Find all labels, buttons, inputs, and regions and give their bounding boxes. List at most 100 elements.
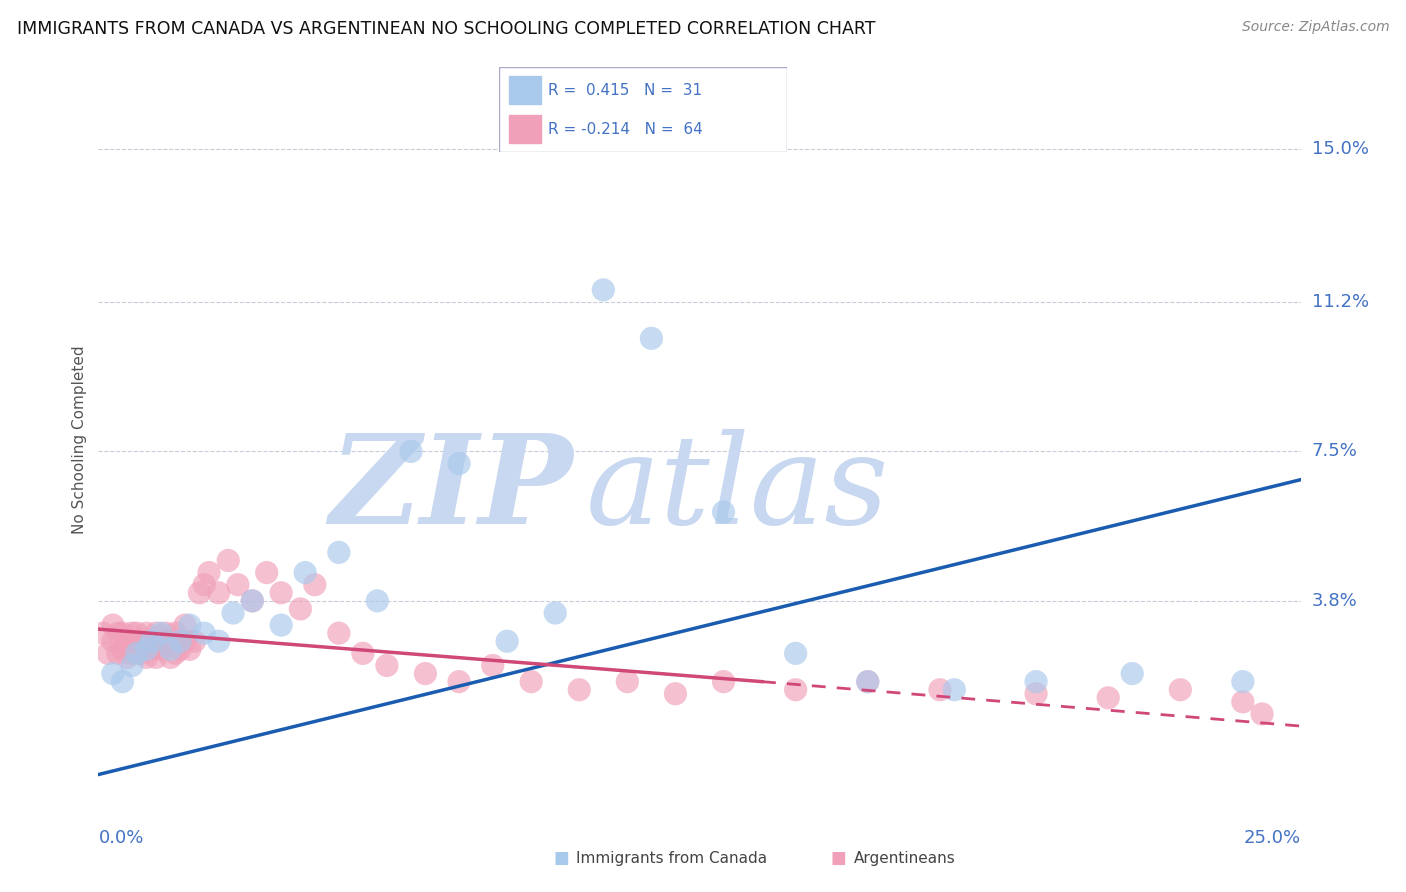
Point (481, 658, 503, 673)
Point (169, 642, 191, 657)
Point (101, 618, 124, 632)
Text: ■: ■ (554, 849, 569, 867)
Point (856, 674, 879, 689)
Point (135, 642, 157, 657)
Point (117, 650, 139, 665)
Point (713, 505, 735, 519)
Point (304, 578, 326, 592)
Point (568, 682, 591, 697)
Point (208, 634, 231, 648)
Point (1232, 695, 1254, 709)
Point (174, 618, 197, 632)
Point (159, 634, 181, 648)
Point (183, 634, 205, 648)
Point (328, 626, 350, 640)
Point (111, 642, 134, 657)
Point (174, 634, 197, 648)
Point (447, 457, 470, 471)
Point (135, 626, 157, 640)
Point (125, 626, 148, 640)
Y-axis label: No Schooling Completed: No Schooling Completed (72, 345, 87, 533)
Point (165, 646, 187, 660)
Point (193, 626, 215, 640)
Point (640, 331, 662, 345)
Point (155, 626, 177, 640)
Text: 7.5%: 7.5% (1312, 442, 1358, 460)
FancyBboxPatch shape (499, 67, 787, 152)
Point (785, 646, 807, 660)
Point (713, 674, 735, 689)
Point (1121, 666, 1143, 681)
Point (856, 674, 879, 689)
Point (107, 626, 129, 640)
Point (145, 650, 167, 665)
Point (226, 578, 249, 592)
Text: Argentineans: Argentineans (853, 851, 955, 865)
Point (328, 545, 350, 559)
Point (141, 642, 163, 657)
Point (352, 646, 374, 660)
Point (1251, 706, 1274, 721)
Text: ■: ■ (831, 849, 846, 867)
Point (1025, 687, 1047, 701)
Point (179, 618, 201, 632)
Point (125, 646, 148, 660)
Point (1170, 682, 1192, 697)
Point (145, 626, 167, 640)
Point (1097, 690, 1119, 705)
Text: 11.2%: 11.2% (1312, 293, 1369, 311)
Point (785, 682, 807, 697)
Point (366, 594, 388, 608)
Point (107, 646, 129, 660)
Text: 15.0%: 15.0% (1312, 139, 1369, 158)
Point (294, 566, 316, 580)
Point (270, 618, 292, 632)
Point (544, 606, 567, 620)
Bar (509, 76, 541, 104)
Bar (509, 115, 541, 143)
Point (217, 553, 239, 567)
Point (101, 666, 124, 681)
Point (256, 566, 278, 580)
Point (496, 634, 519, 648)
Point (149, 634, 172, 648)
Text: atlas: atlas (585, 429, 889, 551)
Text: 3.8%: 3.8% (1312, 592, 1358, 610)
Point (592, 283, 614, 297)
Point (125, 642, 148, 657)
Point (290, 602, 312, 616)
Point (240, 594, 263, 608)
Point (399, 444, 422, 458)
Point (616, 674, 638, 689)
Point (447, 674, 470, 689)
Point (111, 626, 134, 640)
Point (664, 687, 686, 701)
Point (943, 682, 966, 697)
Point (149, 642, 172, 657)
Point (415, 666, 437, 681)
Text: IMMIGRANTS FROM CANADA VS ARGENTINEAN NO SCHOOLING COMPLETED CORRELATION CHART: IMMIGRANTS FROM CANADA VS ARGENTINEAN NO… (17, 20, 876, 37)
Point (111, 674, 134, 689)
Point (193, 578, 215, 592)
Point (135, 650, 157, 665)
Point (141, 634, 163, 648)
Point (117, 634, 139, 648)
Point (169, 634, 191, 648)
Text: R =  0.415   N =  31: R = 0.415 N = 31 (548, 83, 702, 98)
Point (141, 634, 163, 648)
Text: Immigrants from Canada: Immigrants from Canada (576, 851, 768, 865)
Text: 0.0%: 0.0% (98, 829, 143, 847)
Text: R = -0.214   N =  64: R = -0.214 N = 64 (548, 121, 703, 136)
Point (928, 682, 950, 697)
Point (222, 606, 245, 620)
Point (165, 626, 187, 640)
Point (121, 658, 143, 673)
Point (1025, 674, 1047, 689)
Point (101, 634, 124, 648)
Point (131, 646, 153, 660)
Point (149, 626, 172, 640)
Text: ZIP: ZIP (329, 429, 574, 551)
Point (97, 646, 120, 660)
Point (198, 566, 221, 580)
Point (121, 626, 143, 640)
